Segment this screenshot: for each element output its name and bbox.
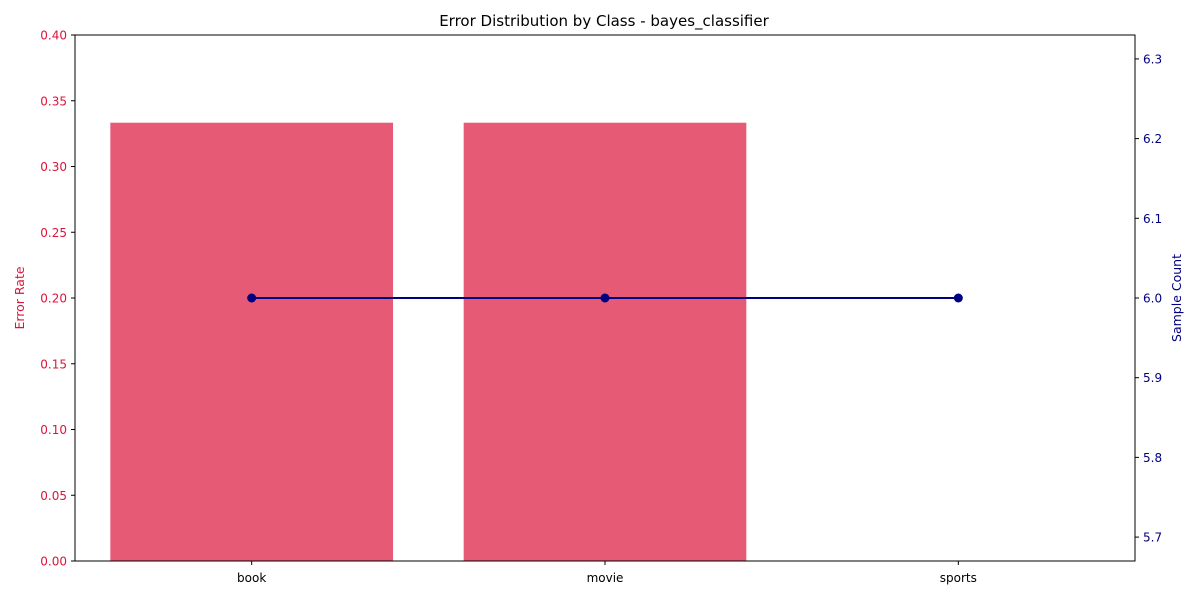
y-right-tick-label: 5.8 <box>1143 451 1162 465</box>
y-right-tick-label: 6.3 <box>1143 52 1162 66</box>
sample-count-point-movie <box>600 293 610 303</box>
y-left-tick-label: 0.40 <box>40 29 67 43</box>
y-left-tick-label: 0.00 <box>40 555 67 569</box>
bars-layer <box>110 122 747 561</box>
y-right-tick-label: 5.9 <box>1143 371 1162 385</box>
y-left-tick-label: 0.05 <box>40 489 67 503</box>
y-left-tick-label: 0.20 <box>40 292 67 306</box>
y-left-tick-label: 0.25 <box>40 226 67 240</box>
y-left-tick-label: 0.35 <box>40 94 67 108</box>
x-tick-label-book: book <box>237 571 266 585</box>
line-layer <box>247 293 963 303</box>
y-left-tick-label: 0.15 <box>40 357 67 371</box>
bar-movie <box>463 122 747 561</box>
y-left-tick-label: 0.10 <box>40 423 67 437</box>
y-left-tick-label: 0.30 <box>40 160 67 174</box>
y-axis-left-label: Error Rate <box>12 266 27 329</box>
bar-book <box>110 122 393 561</box>
x-tick-label-movie: movie <box>587 571 624 585</box>
chart-title: Error Distribution by Class - bayes_clas… <box>439 12 769 31</box>
y-right-tick-label: 6.2 <box>1143 132 1162 146</box>
y-axis-right-label: Sample Count <box>1169 254 1184 342</box>
sample-count-point-sports <box>953 293 963 303</box>
y-right-tick-label: 6.0 <box>1143 292 1162 306</box>
y-right-tick-label: 6.1 <box>1143 212 1162 226</box>
y-right-tick-label: 5.7 <box>1143 531 1162 545</box>
x-tick-label-sports: sports <box>940 571 977 585</box>
sample-count-point-book <box>247 293 257 303</box>
axes-layer: book movie sports 0.00 0.05 0.10 0.15 0.20 0.25 0… <box>40 29 1162 586</box>
